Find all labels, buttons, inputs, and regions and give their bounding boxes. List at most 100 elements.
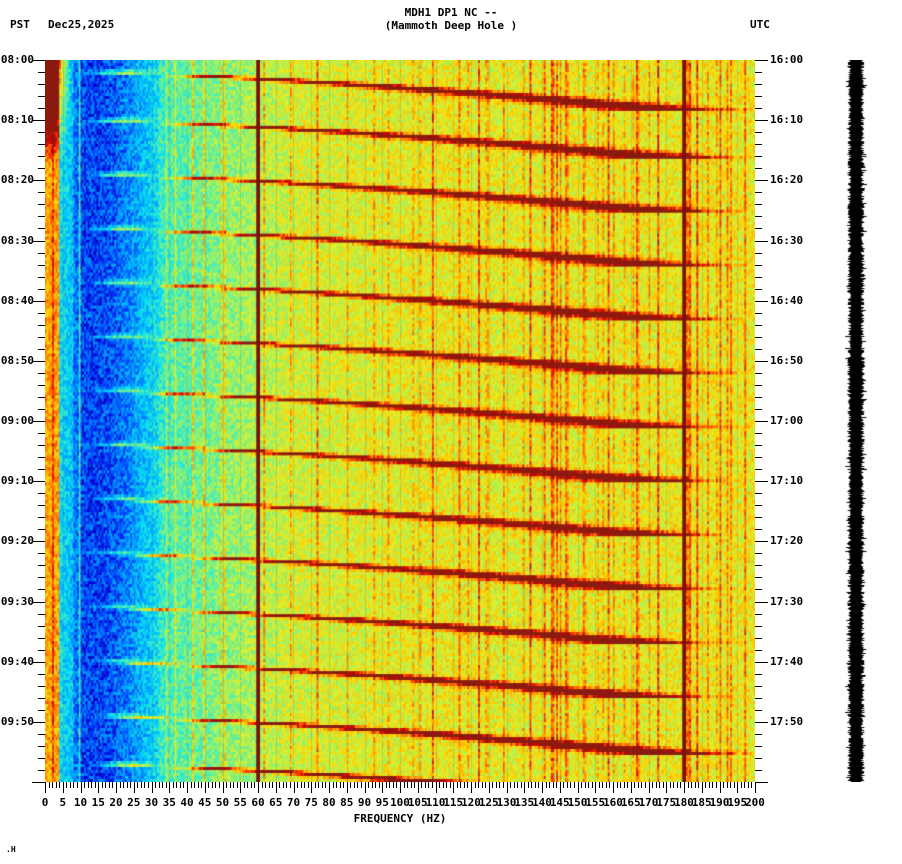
freq-tick-major [382, 782, 383, 793]
time-tick-major [32, 241, 45, 242]
freq-tick-minor [350, 782, 351, 788]
freq-tick-minor [77, 782, 78, 788]
freq-tick-minor [73, 782, 74, 788]
freq-label: 110 [425, 796, 446, 809]
freq-tick-minor [343, 782, 344, 788]
freq-tick-major [63, 782, 64, 793]
freq-label: 5 [59, 796, 67, 809]
time-tick-minor [38, 758, 45, 759]
freq-tick-major [400, 782, 401, 793]
freq-tick-minor [148, 782, 149, 788]
time-tick-minor [755, 686, 762, 687]
freq-tick-major [187, 782, 188, 793]
freq-label: 45 [198, 796, 212, 809]
freq-label: 170 [638, 796, 659, 809]
freq-tick-major [524, 782, 525, 793]
freq-tick-minor [208, 782, 209, 788]
freq-tick-minor [656, 782, 657, 788]
freq-tick-minor [95, 782, 96, 788]
time-label-pst: 08:30 [0, 233, 34, 247]
freq-label: 30 [144, 796, 159, 809]
time-tick-minor [38, 553, 45, 554]
freq-tick-minor [620, 782, 621, 788]
freq-tick-minor [606, 782, 607, 788]
time-label-utc: 16:20 [770, 173, 804, 187]
time-tick-minor [755, 505, 762, 506]
seismogram-trace [845, 60, 867, 782]
time-tick-minor [38, 565, 45, 566]
freq-tick-minor [695, 782, 696, 788]
freq-tick-minor [617, 782, 618, 788]
freq-tick-minor [130, 782, 131, 788]
time-tick-major [32, 481, 45, 482]
freq-tick-minor [652, 782, 653, 788]
freq-tick-minor [553, 782, 554, 788]
time-tick-minor [755, 168, 762, 169]
time-tick-minor [38, 108, 45, 109]
freq-tick-minor [496, 782, 497, 788]
time-tick-major [755, 782, 768, 783]
spectrogram-plot[interactable] [45, 60, 755, 782]
freq-tick-minor [308, 782, 309, 788]
freq-tick-minor [70, 782, 71, 788]
freq-tick-minor [215, 782, 216, 788]
freq-label: 15 [91, 796, 105, 809]
time-tick-minor [38, 192, 45, 193]
freq-label: 20 [109, 796, 123, 809]
freq-tick-minor [120, 782, 121, 788]
time-tick-minor [38, 445, 45, 446]
time-tick-minor [38, 505, 45, 506]
freq-tick-minor [443, 782, 444, 788]
time-tick-minor [755, 144, 762, 145]
freq-tick-minor [84, 782, 85, 788]
time-tick-minor [755, 577, 762, 578]
freq-tick-minor [688, 782, 689, 788]
freq-tick-minor [194, 782, 195, 788]
freq-tick-minor [162, 782, 163, 788]
freq-tick-major [116, 782, 117, 793]
freq-tick-minor [478, 782, 479, 788]
time-label-utc: 17:10 [770, 474, 804, 488]
freq-label: 145 [549, 796, 570, 809]
freq-tick-minor [247, 782, 248, 788]
time-tick-minor [755, 156, 762, 157]
time-tick-minor [755, 192, 762, 193]
freq-tick-minor [691, 782, 692, 788]
freq-tick-minor [723, 782, 724, 788]
freq-tick-minor [663, 782, 664, 788]
freq-tick-minor [460, 782, 461, 788]
corner-mark: .H [6, 845, 16, 854]
freq-label: 95 [375, 796, 389, 809]
time-tick-minor [38, 469, 45, 470]
time-tick-minor [755, 529, 762, 530]
time-tick-minor [38, 132, 45, 133]
freq-tick-minor [91, 782, 92, 788]
freq-tick-minor [304, 782, 305, 788]
freq-tick-minor [336, 782, 337, 788]
time-tick-major [755, 60, 768, 61]
freq-tick-minor [379, 782, 380, 788]
freq-tick-minor [237, 782, 238, 788]
time-tick-minor [755, 770, 762, 771]
time-tick-minor [755, 253, 762, 254]
time-label-pst: 08:50 [0, 353, 34, 367]
freq-tick-minor [123, 782, 124, 788]
time-tick-minor [755, 698, 762, 699]
utc-label: UTC [750, 18, 770, 31]
time-tick-minor [755, 96, 762, 97]
freq-tick-minor [485, 782, 486, 788]
freq-tick-major [684, 782, 685, 793]
time-tick-minor [38, 277, 45, 278]
freq-tick-minor [450, 782, 451, 788]
freq-tick-minor [226, 782, 227, 788]
freq-tick-major [737, 782, 738, 793]
freq-tick-minor [446, 782, 447, 788]
freq-tick-minor [645, 782, 646, 788]
freq-tick-minor [546, 782, 547, 788]
freq-tick-minor [705, 782, 706, 788]
freq-tick-minor [567, 782, 568, 788]
freq-tick-minor [627, 782, 628, 788]
freq-tick-minor [361, 782, 362, 788]
freq-tick-minor [638, 782, 639, 788]
freq-tick-minor [407, 782, 408, 788]
